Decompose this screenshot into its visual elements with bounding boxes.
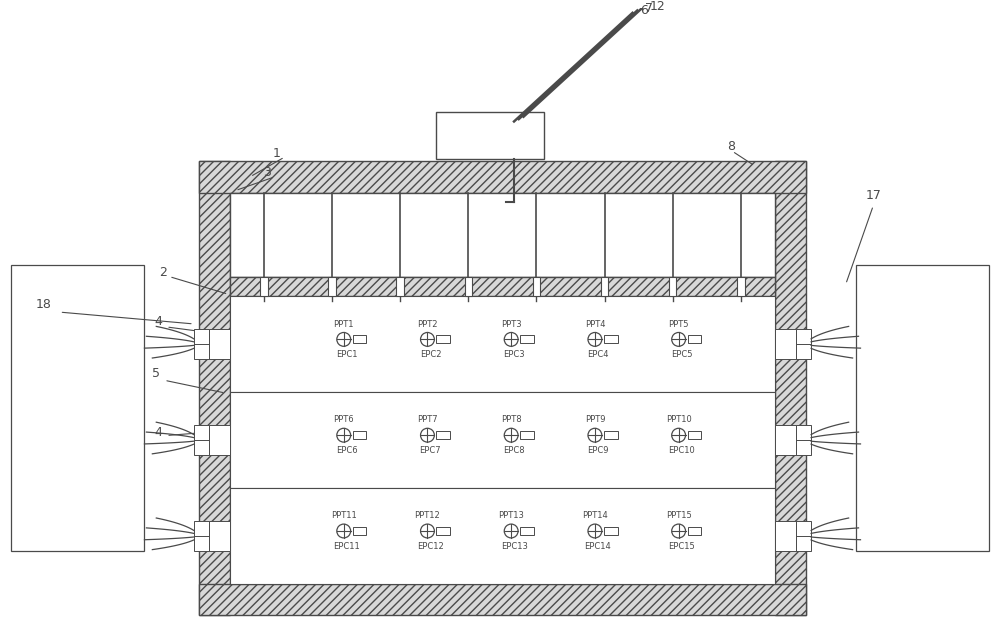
Bar xyxy=(260,277,268,296)
Bar xyxy=(465,277,472,296)
Bar xyxy=(396,277,404,296)
Text: 4: 4 xyxy=(154,426,162,439)
Text: 18: 18 xyxy=(36,298,52,311)
Text: PPT3: PPT3 xyxy=(501,320,521,328)
Bar xyxy=(199,161,230,615)
Text: 7: 7 xyxy=(645,2,653,15)
Text: EPC4: EPC4 xyxy=(587,350,609,359)
Text: EPC1: EPC1 xyxy=(336,350,357,359)
Bar xyxy=(436,335,450,343)
Bar xyxy=(688,527,701,535)
Bar xyxy=(194,521,209,551)
Bar xyxy=(604,527,618,535)
Bar xyxy=(209,329,230,359)
Bar xyxy=(328,277,336,296)
Text: EPC6: EPC6 xyxy=(336,446,357,455)
Text: EPC13: EPC13 xyxy=(501,542,528,551)
Text: EPC3: EPC3 xyxy=(503,350,525,359)
Text: PPT7: PPT7 xyxy=(417,415,438,424)
Bar xyxy=(230,192,775,277)
Text: 5: 5 xyxy=(152,367,160,380)
Bar xyxy=(199,161,806,192)
Bar xyxy=(209,425,230,455)
Bar xyxy=(353,431,366,439)
Text: 1: 1 xyxy=(273,146,281,160)
Text: EPC11: EPC11 xyxy=(333,542,360,551)
Bar xyxy=(436,431,450,439)
Bar xyxy=(230,296,775,392)
Text: 蜕动泵: 蜕动泵 xyxy=(479,129,501,142)
Text: EPC8: EPC8 xyxy=(503,446,525,455)
Text: PPT8: PPT8 xyxy=(501,415,521,424)
Text: 6: 6 xyxy=(640,4,648,17)
Bar xyxy=(775,521,796,551)
Text: EPC5: EPC5 xyxy=(671,350,692,359)
Bar xyxy=(533,277,540,296)
Bar xyxy=(436,112,544,159)
Bar xyxy=(520,527,534,535)
Text: PPT5: PPT5 xyxy=(668,320,689,328)
Bar xyxy=(796,425,811,455)
Bar xyxy=(775,161,806,615)
Bar xyxy=(194,329,209,359)
Bar xyxy=(520,431,534,439)
Bar xyxy=(436,527,450,535)
Bar xyxy=(856,265,989,551)
Text: PPT11: PPT11 xyxy=(331,511,357,520)
Bar xyxy=(11,265,144,551)
Text: PPT13: PPT13 xyxy=(498,511,524,520)
Text: 4: 4 xyxy=(154,316,162,328)
Bar xyxy=(775,329,796,359)
Text: PPT9: PPT9 xyxy=(585,415,605,424)
Bar xyxy=(669,277,676,296)
Text: PPT15: PPT15 xyxy=(666,511,691,520)
Text: PPT14: PPT14 xyxy=(582,511,608,520)
Bar xyxy=(353,335,366,343)
Text: EPC15: EPC15 xyxy=(668,542,695,551)
Bar xyxy=(737,277,745,296)
Text: EPC2: EPC2 xyxy=(420,350,441,359)
Bar xyxy=(688,431,701,439)
Text: PPT1: PPT1 xyxy=(333,320,354,328)
Bar xyxy=(230,277,775,296)
Text: EPC14: EPC14 xyxy=(584,542,611,551)
Bar xyxy=(604,335,618,343)
Bar xyxy=(796,329,811,359)
Bar xyxy=(604,431,618,439)
Text: EPC10: EPC10 xyxy=(668,446,695,455)
Bar xyxy=(230,488,775,583)
Bar xyxy=(688,335,701,343)
Bar xyxy=(796,521,811,551)
Text: EPC7: EPC7 xyxy=(420,446,441,455)
Bar xyxy=(601,277,608,296)
Text: PPT2: PPT2 xyxy=(417,320,438,328)
Text: 17: 17 xyxy=(865,189,881,202)
Text: 2: 2 xyxy=(159,266,167,279)
Bar xyxy=(209,521,230,551)
Text: PPT12: PPT12 xyxy=(415,511,440,520)
Bar xyxy=(775,425,796,455)
Bar xyxy=(353,527,366,535)
Text: PPT10: PPT10 xyxy=(666,415,691,424)
Text: PPT6: PPT6 xyxy=(333,415,354,424)
Text: EPC9: EPC9 xyxy=(587,446,609,455)
Bar xyxy=(194,425,209,455)
Bar xyxy=(520,335,534,343)
Bar xyxy=(230,392,775,488)
Text: 12: 12 xyxy=(650,0,666,13)
Text: EPC12: EPC12 xyxy=(417,542,444,551)
Text: 8: 8 xyxy=(727,140,735,153)
Bar xyxy=(199,583,806,615)
Text: PPT4: PPT4 xyxy=(585,320,605,328)
Text: 3: 3 xyxy=(263,166,271,180)
